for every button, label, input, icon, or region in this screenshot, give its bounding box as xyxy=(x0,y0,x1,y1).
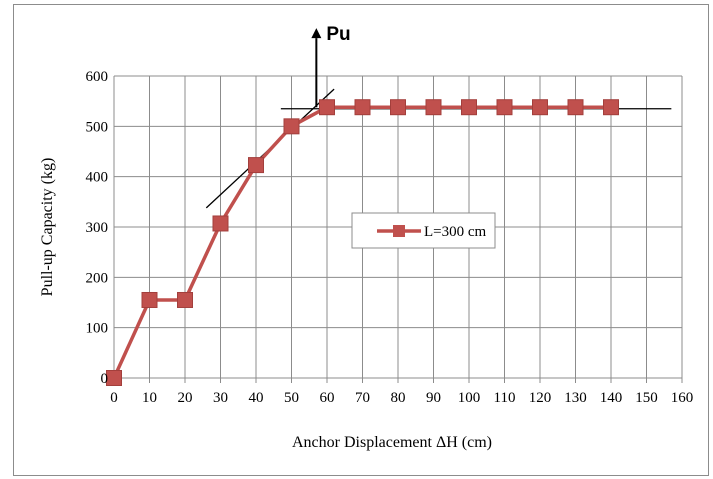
data-point-marker xyxy=(354,99,371,116)
y-tick-label: 600 xyxy=(86,69,109,85)
tick-labels: 0 100 200 300 400 500 600 0 10 20 30 40 50 60 70 80 90 10… xyxy=(86,69,694,406)
series xyxy=(106,99,619,386)
pu-arrow-head xyxy=(311,28,322,39)
data-point-marker xyxy=(390,99,406,116)
x-tick-label: 70 xyxy=(355,390,370,406)
x-tick-label: 40 xyxy=(249,390,264,406)
x-axis-title: Anchor Displacement ΔH (cm) xyxy=(292,434,492,451)
x-tick-label: 80 xyxy=(391,390,406,406)
x-tick-label: 20 xyxy=(178,390,193,406)
y-tick-label: 0 xyxy=(101,371,109,387)
x-tick-label: 10 xyxy=(142,390,157,406)
x-tick-label: 160 xyxy=(671,390,694,406)
x-tick-label: 50 xyxy=(284,390,299,406)
data-point-marker xyxy=(283,118,300,135)
data-point-marker xyxy=(177,291,193,308)
x-tick-label: 110 xyxy=(494,390,516,406)
data-point-marker xyxy=(567,99,584,116)
data-point-marker xyxy=(425,99,442,116)
data-point-marker xyxy=(532,99,548,116)
x-tick-label: 120 xyxy=(529,390,552,406)
data-point-marker xyxy=(461,99,477,116)
x-tick-label: 100 xyxy=(458,390,481,406)
x-tick-label: 130 xyxy=(564,390,587,406)
legend-marker xyxy=(393,225,405,237)
x-tick-label: 140 xyxy=(600,390,623,406)
data-point-marker xyxy=(141,291,158,308)
x-tick-label: 60 xyxy=(320,390,335,406)
legend: L=300 cm xyxy=(351,212,496,249)
legend-label: L=300 cm xyxy=(424,224,487,240)
y-tick-label: 500 xyxy=(86,119,109,135)
x-tick-label: 0 xyxy=(110,390,118,406)
data-point-marker xyxy=(212,215,229,232)
y-tick-label: 400 xyxy=(86,170,109,186)
annotation: Pu xyxy=(311,24,351,108)
data-point-marker xyxy=(496,99,513,116)
x-tick-label: 30 xyxy=(213,390,228,406)
data-point-marker xyxy=(106,370,122,386)
data-point-marker xyxy=(319,99,335,116)
legend-box xyxy=(351,212,496,249)
x-tick-label: 150 xyxy=(635,390,658,406)
x-tick-label: 90 xyxy=(426,390,441,406)
y-tick-label: 200 xyxy=(86,270,109,286)
y-axis-title: Pull-up Capacity (kg) xyxy=(39,158,56,297)
grid xyxy=(113,75,683,383)
pu-label: Pu xyxy=(326,24,350,45)
y-tick-label: 100 xyxy=(86,321,109,337)
data-point-marker xyxy=(248,157,264,174)
data-point-marker xyxy=(603,99,619,116)
y-tick-label: 300 xyxy=(86,220,109,236)
